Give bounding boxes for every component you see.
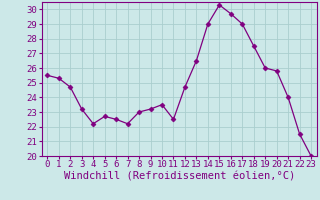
X-axis label: Windchill (Refroidissement éolien,°C): Windchill (Refroidissement éolien,°C) <box>64 172 295 182</box>
